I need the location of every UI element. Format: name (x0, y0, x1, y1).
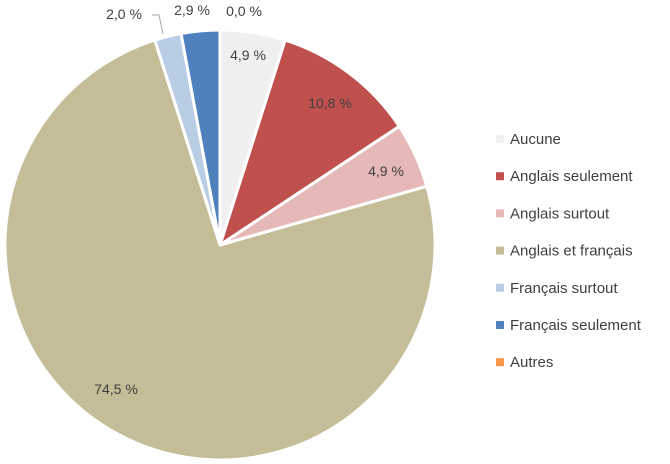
data-labels: 4,9 % 10,8 % 4,9 % 74,5 % 2,0 % 2,9 % 0,0 % (94, 2, 404, 397)
legend: Aucune Anglais seulement Anglais surtout An… (496, 131, 642, 371)
data-label-francais-seulement: 2,9 % (174, 2, 210, 18)
data-label-anglais-surtout: 4,9 % (368, 163, 404, 179)
slice-anglais-seulement (218, 38, 401, 247)
data-label-autres: 0,0 % (226, 3, 262, 19)
legend-label-anglais-et-francais: Anglais et français (510, 243, 633, 260)
leader-line-francais-surtout (152, 14, 164, 35)
legend-label-autres: Autres (510, 354, 553, 371)
data-label-anglais-seulement: 10,8 % (308, 95, 352, 111)
legend-label-francais-seulement: Français seulement (510, 317, 642, 334)
legend-swatch-aucune (496, 135, 504, 143)
legend-label-francais-surtout: Français surtout (510, 280, 618, 297)
legend-swatch-francais-seulement (496, 321, 504, 329)
legend-swatch-anglais-seulement (496, 172, 504, 181)
pie-slices (3, 28, 437, 462)
legend-swatch-anglais-et-francais (496, 246, 504, 255)
leader-lines (152, 14, 164, 35)
legend-swatch-francais-surtout (496, 283, 504, 292)
legend-swatch-anglais-surtout (496, 209, 504, 218)
legend-swatch-autres (496, 358, 504, 367)
data-label-aucune: 4,9 % (230, 47, 266, 63)
legend-label-anglais-surtout: Anglais surtout (510, 205, 610, 222)
legend-label-anglais-seulement: Anglais seulement (510, 168, 633, 185)
legend-label-aucune: Aucune (510, 131, 561, 148)
slice-anglais-et-francais (3, 38, 437, 462)
slice-francais-seulement (179, 28, 222, 247)
data-label-francais-surtout: 2,0 % (106, 6, 142, 22)
data-label-anglais-et-francais: 74,5 % (94, 381, 138, 397)
